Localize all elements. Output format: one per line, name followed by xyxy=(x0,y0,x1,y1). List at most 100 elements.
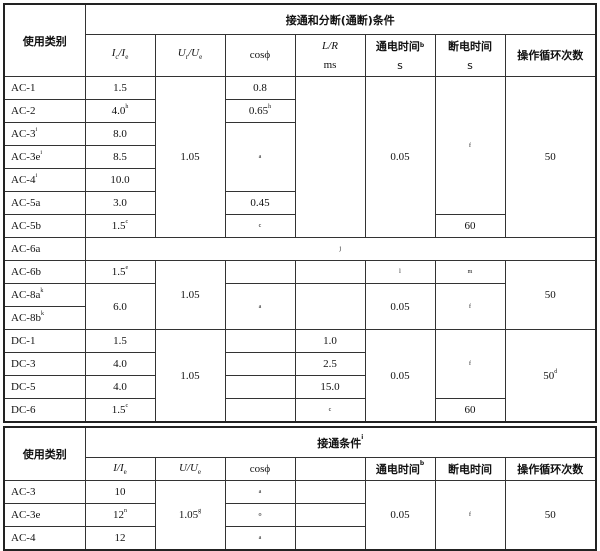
off-time-cell: m xyxy=(434,260,506,284)
cos-cell xyxy=(224,329,296,353)
cos-cell xyxy=(224,398,296,423)
empty-cell xyxy=(294,480,366,504)
table-row: AC-3 10 1.05g a 0.05 f 50 xyxy=(3,480,597,551)
cos-cell: a xyxy=(224,480,296,504)
category-cell: DC-6 xyxy=(3,398,86,423)
table-row: AC-6b 1.5e 1.05 l m 50 xyxy=(3,260,597,330)
category-cell: AC-6b xyxy=(3,260,86,284)
i-cell: 12 xyxy=(84,526,156,551)
category-header: 使用类别 xyxy=(3,3,86,77)
ic-cell: 6.0 xyxy=(84,283,156,330)
ic-cell: 1.5c xyxy=(84,398,156,423)
off-time-cell: 60 xyxy=(434,398,506,423)
cos-cell: 0.45 xyxy=(224,191,296,215)
table-row: AC-5a 3.0 0.45 xyxy=(3,191,596,215)
ic-cell: 8.0 xyxy=(84,122,156,146)
table-row: AC-5b 1.5c c 60 xyxy=(3,214,596,238)
table-row: AC-2 4.0h 0.65h xyxy=(3,99,596,123)
category-cell: AC-3e xyxy=(3,503,86,527)
ic-cell: 10.0 xyxy=(84,168,156,192)
ur-cell: 1.05 xyxy=(154,329,226,423)
u-cell: 1.05g xyxy=(154,480,226,551)
off-time-cell: 60 xyxy=(434,214,506,238)
cos-cell: a xyxy=(224,526,296,551)
lr-cell: 1.0 xyxy=(294,329,366,353)
col-cos: cosϕ xyxy=(224,34,296,77)
on-time-cell: 0.05 xyxy=(364,329,436,423)
category-cell: AC-6a xyxy=(3,237,86,261)
make-conditions-table: 使用类别 接通条件i I/Ie U/Ue cosϕ 通电时间b 断电时间 操作循… xyxy=(3,426,597,551)
make-break-conditions-table: 使用类别 接通和分断(通断)条件 Ic/Ie Ur/Ue cosϕ L/R ms … xyxy=(3,3,597,423)
table-row: DC-5 4.0 15.0 xyxy=(3,375,596,399)
ur-cell: 1.05 xyxy=(154,260,226,330)
table-row: AC-3e 12n o xyxy=(3,503,596,527)
lr-cell: 2.5 xyxy=(294,352,366,376)
cos-cell: a xyxy=(224,122,296,192)
ic-cell: 1.5e xyxy=(84,260,156,284)
category-cell: DC-1 xyxy=(3,329,86,353)
col-on-time: 通电时间b s xyxy=(364,34,436,77)
off-time-cell: f xyxy=(434,76,506,215)
category-cell: AC-5b xyxy=(3,214,86,238)
cos-cell: a xyxy=(224,283,296,330)
ic-cell: 4.0h xyxy=(84,99,156,123)
table-row: AC-4i 10.0 xyxy=(3,168,596,192)
ic-cell: 4.0 xyxy=(84,375,156,399)
cos-cell: 0.65h xyxy=(224,99,296,123)
cos-cell: 0.8 xyxy=(224,76,296,100)
off-time-cell: f xyxy=(434,480,506,551)
col-off-time: 断电时间 xyxy=(434,457,506,481)
category-header: 使用类别 xyxy=(3,426,86,481)
table-row: AC-6a j xyxy=(3,237,597,261)
col-u-ue: U/Ue xyxy=(154,457,226,481)
ic-cell: 8.5 xyxy=(84,145,156,169)
col-ic-ie: Ic/Ie xyxy=(84,34,156,77)
cycles-cell: 50 xyxy=(504,480,597,551)
table-row: AC-8ak 6.0 a 0.05 f xyxy=(3,283,596,330)
cos-cell xyxy=(224,375,296,399)
col-off-time: 断电时间 s xyxy=(434,34,506,77)
on-time-cell: 0.05 xyxy=(364,480,436,551)
table-row: DC-6 1.5c c 60 xyxy=(3,398,596,423)
table-row: AC-1 1.5 1.05 0.8 0.05 f 50 xyxy=(3,76,597,238)
cos-cell: o xyxy=(224,503,296,527)
ic-cell: 1.5c xyxy=(84,214,156,238)
cos-cell xyxy=(224,260,296,284)
category-cell: AC-2 xyxy=(3,99,86,123)
table-row: DC-3 4.0 2.5 xyxy=(3,352,596,376)
cos-cell xyxy=(224,352,296,376)
ic-cell: 1.5 xyxy=(84,76,156,100)
ic-cell: 4.0 xyxy=(84,352,156,376)
category-cell: AC-8bk xyxy=(3,306,86,330)
cos-cell: c xyxy=(224,214,296,238)
i-cell: 12n xyxy=(84,503,156,527)
lr-cell: c xyxy=(294,398,366,423)
lr-cell xyxy=(294,76,366,238)
col-cycles: 操作循环次数 xyxy=(504,34,597,77)
ur-cell: 1.05 xyxy=(154,76,226,238)
category-cell: DC-3 xyxy=(3,352,86,376)
col-empty xyxy=(294,457,366,481)
lr-cell: 15.0 xyxy=(294,375,366,399)
col-lr: L/R ms xyxy=(294,34,366,77)
cycles-cell: 50d xyxy=(504,329,597,423)
col-on-time: 通电时间b xyxy=(364,457,436,481)
group-header: 接通条件i xyxy=(84,426,597,458)
off-time-cell: f xyxy=(434,329,506,399)
lr-cell xyxy=(294,283,366,330)
table-row: DC-1 1.5 1.05 1.0 0.05 f 50d xyxy=(3,329,597,423)
cycles-cell: 50 xyxy=(504,76,597,238)
on-time-cell: 0.05 xyxy=(364,76,436,238)
table-row: AC-3i 8.0 a xyxy=(3,122,596,192)
category-cell: AC-5a xyxy=(3,191,86,215)
ic-cell: 1.5 xyxy=(84,329,156,353)
off-time-cell: f xyxy=(434,283,506,330)
group-header: 接通和分断(通断)条件 xyxy=(84,3,597,35)
empty-cell xyxy=(294,503,366,527)
on-time-cell: 0.05 xyxy=(364,283,436,330)
category-cell: AC-1 xyxy=(3,76,86,100)
category-cell: AC-4i xyxy=(3,168,86,192)
category-cell: AC-8ak xyxy=(3,283,86,307)
col-ur-ue: Ur/Ue xyxy=(154,34,226,77)
cycles-cell: 50 xyxy=(504,260,597,330)
